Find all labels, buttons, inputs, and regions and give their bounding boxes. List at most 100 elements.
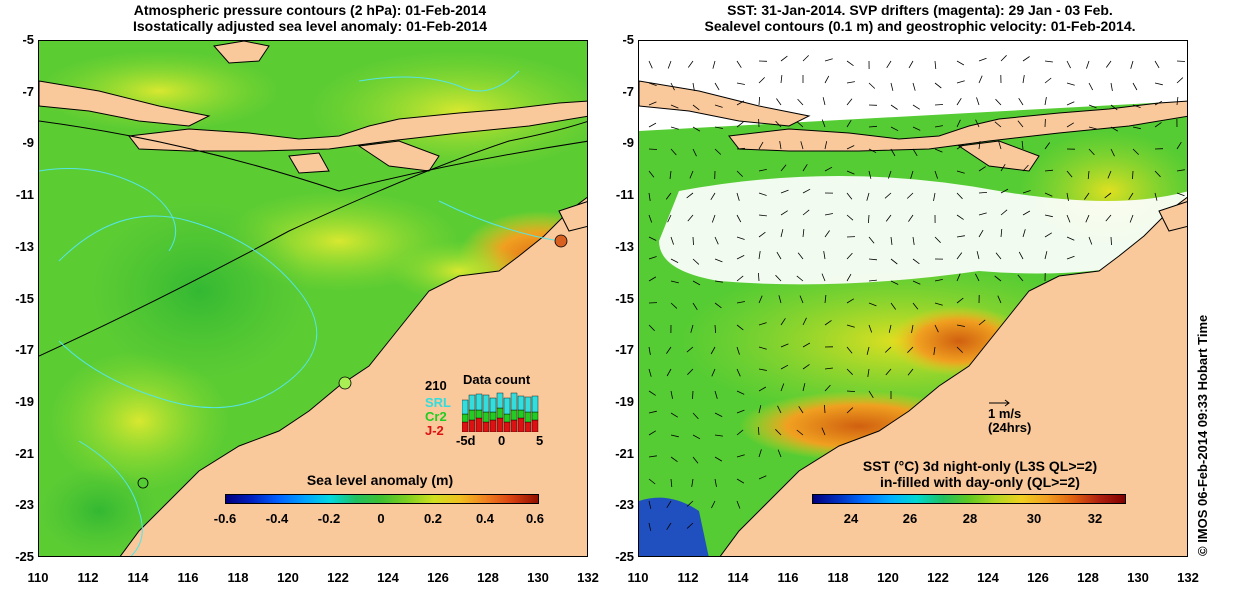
- velocity-arrow: [780, 383, 785, 392]
- left-lon-tick: 114: [127, 570, 149, 585]
- velocity-arrow: [933, 192, 936, 201]
- sst-colorbar: [812, 494, 1126, 504]
- right-lon-tick: 130: [1127, 570, 1149, 585]
- velocity-arrow: [1044, 142, 1051, 150]
- velocity-arrow: [1176, 192, 1185, 197]
- velocity-arrow: [824, 75, 830, 84]
- velocity-arrow: [1176, 60, 1186, 62]
- velocity-arrow: [1085, 214, 1090, 223]
- velocity-arrow: [846, 298, 855, 304]
- velocity-arrow: [1021, 140, 1024, 150]
- data-count-bar: [531, 395, 539, 413]
- data-count-bar: [517, 395, 525, 411]
- right-lon-tick: 132: [1177, 570, 1199, 585]
- velocity-arrow: [670, 302, 678, 309]
- velocity-arrow: [758, 386, 767, 392]
- left-title-line2: Isostatically adjusted sea level anomaly…: [132, 18, 488, 34]
- left-title-line1: Atmospheric pressure contours (2 hPa): 0…: [133, 2, 487, 18]
- velocity-arrow: [802, 55, 809, 62]
- velocity-arrow: [1018, 97, 1024, 106]
- velocity-arrow: [736, 324, 744, 331]
- sst-colorbar-title-line2: in-filled with day-only (QL>=2): [880, 474, 1080, 490]
- velocity-arrow: [758, 96, 760, 106]
- velocity-arrow: [1128, 192, 1134, 200]
- velocity-arrow: [1132, 104, 1141, 108]
- velocity-arrow: [868, 125, 878, 128]
- velocity-arrow: [976, 251, 980, 260]
- velocity-arrow: [1066, 214, 1071, 223]
- left-lat-tick: -5: [22, 32, 34, 47]
- velocity-arrow: [648, 500, 652, 509]
- velocity-arrow: [736, 121, 744, 128]
- velocity-scale-sublabel: (24hrs): [988, 420, 1032, 435]
- velocity-arrow: [648, 122, 657, 128]
- velocity-arrow: [868, 302, 877, 307]
- velocity-arrow: [890, 148, 896, 157]
- sla-colorbar-title: Sea level anomaly (m): [306, 472, 454, 488]
- velocity-arrow: [667, 214, 672, 223]
- data-count-bar: [482, 411, 490, 423]
- velocity-arrow: [884, 346, 892, 353]
- velocity-arrow: [1000, 163, 1006, 172]
- velocity-arrow: [692, 258, 700, 265]
- right-title-line2: Sealevel contours (0.1 m) and geostrophi…: [704, 18, 1136, 34]
- velocity-arrow: [934, 324, 939, 333]
- left-lat-tick: -23: [15, 497, 34, 513]
- velocity-arrow: [956, 346, 963, 353]
- velocity-arrow: [1000, 188, 1009, 194]
- data-count-title: Data count: [463, 372, 531, 387]
- velocity-arrow: [692, 412, 699, 420]
- velocity-arrow: [780, 210, 788, 216]
- velocity-arrow: [692, 82, 695, 91]
- velocity-arrow: [800, 141, 804, 150]
- data-count-bar: [524, 411, 532, 423]
- velocity-arrow: [824, 58, 833, 62]
- left-lon-tick: 120: [277, 570, 299, 585]
- velocity-arrow: [908, 214, 914, 222]
- velocity-arrow: [1022, 210, 1031, 216]
- velocity-arrow: [994, 121, 1002, 128]
- velocity-arrow: [1132, 170, 1134, 180]
- velocity-arrow: [1154, 122, 1162, 128]
- velocity-arrow: [1154, 60, 1160, 69]
- velocity-arrow: [907, 346, 914, 353]
- left-lon-tick: 130: [527, 570, 549, 585]
- velocity-arrow: [884, 192, 892, 199]
- velocity-arrow: [687, 368, 694, 375]
- left-lon-tick: 118: [227, 570, 249, 585]
- velocity-arrow: [758, 77, 765, 84]
- left-lat-tick: -25: [15, 549, 34, 564]
- velocity-arrow: [648, 192, 651, 201]
- velocity-arrow: [1022, 229, 1026, 238]
- sst-map[interactable]: [638, 40, 1188, 557]
- velocity-arrow: [648, 82, 657, 86]
- velocity-arrow: [775, 274, 782, 282]
- velocity-arrow: [912, 236, 915, 245]
- data-count-histogram: [462, 392, 539, 432]
- right-lat-tick: -15: [615, 290, 634, 306]
- velocity-arrow: [780, 55, 788, 62]
- left-lon-tick: 116: [177, 570, 199, 585]
- velocity-arrow: [648, 214, 653, 223]
- velocity-arrow: [779, 141, 782, 150]
- left-lon-tick: 132: [577, 570, 599, 585]
- velocity-arrow: [686, 500, 694, 507]
- velocity-arrow: [758, 251, 761, 260]
- velocity-arrow: [670, 126, 679, 130]
- velocity-arrow: [868, 82, 876, 89]
- velocity-arrow: [1154, 170, 1161, 178]
- velocity-arrow: [890, 280, 899, 285]
- velocity-arrow: [934, 302, 943, 306]
- velocity-arrow: [868, 258, 878, 261]
- right-lat-tick: -7: [622, 83, 634, 99]
- velocity-arrow: [824, 320, 832, 326]
- data-count-bar: [531, 419, 539, 432]
- velocity-arrow: [846, 170, 855, 175]
- velocity-arrow: [1084, 192, 1090, 200]
- velocity-arrow: [670, 258, 679, 263]
- sea-level-anomaly-map[interactable]: [38, 40, 588, 557]
- velocity-arrow: [1088, 148, 1095, 156]
- velocity-arrow: [714, 478, 717, 487]
- velocity-arrow: [890, 104, 898, 110]
- velocity-arrow: [736, 454, 745, 458]
